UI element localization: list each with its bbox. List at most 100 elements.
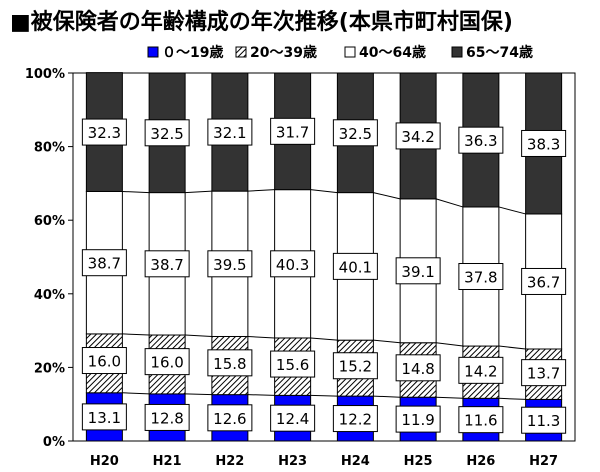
data-label-box bbox=[270, 404, 316, 432]
data-label-box bbox=[207, 250, 253, 278]
data-label: 38.7 bbox=[150, 256, 183, 274]
data-label: 14.8 bbox=[401, 360, 434, 378]
data-label-box bbox=[521, 406, 567, 434]
data-label: 16.0 bbox=[150, 354, 183, 372]
series-line bbox=[498, 345, 526, 350]
data-label: 40.1 bbox=[339, 258, 372, 276]
legend-swatch bbox=[451, 46, 463, 58]
data-label-box bbox=[270, 250, 316, 278]
series-line bbox=[310, 394, 338, 397]
legend-label: 20～39歳 bbox=[250, 44, 317, 61]
legend-swatch bbox=[235, 46, 247, 58]
data-label: 37.8 bbox=[464, 269, 497, 287]
chart-legend: ０～19歳 20～39歳 40～64歳 65～74歳 bbox=[147, 44, 533, 61]
data-label: 11.3 bbox=[527, 412, 560, 430]
series-line bbox=[436, 396, 463, 399]
legend-swatch bbox=[147, 46, 159, 58]
data-label-box bbox=[395, 354, 441, 382]
y-tick-label: 20% bbox=[34, 361, 65, 376]
data-label: 12.8 bbox=[150, 409, 183, 427]
plot-area: 0% 20% 40% 60% 80% 100% H20 H21 H22 H23 H24 H25 H26 H… bbox=[25, 67, 576, 469]
x-tick-label: H20 bbox=[90, 454, 119, 469]
data-label-box bbox=[81, 403, 127, 431]
legend-label: 40～64歳 bbox=[359, 44, 426, 61]
data-label-box bbox=[81, 118, 127, 146]
x-tick-label: H23 bbox=[278, 454, 307, 469]
x-tick-label: H25 bbox=[404, 454, 433, 469]
legend-label: 65～74歳 bbox=[466, 44, 533, 61]
data-label: 12.4 bbox=[276, 410, 309, 428]
data-label: 36.3 bbox=[464, 132, 497, 150]
series-line bbox=[185, 190, 212, 194]
data-label: 11.9 bbox=[401, 411, 434, 429]
data-label-box bbox=[81, 347, 127, 375]
data-label-box bbox=[332, 119, 378, 147]
series-line bbox=[373, 339, 401, 344]
data-label-box bbox=[207, 118, 253, 146]
x-tick-label: H21 bbox=[153, 454, 182, 469]
x-tick-label: H22 bbox=[215, 454, 244, 469]
series-line bbox=[435, 198, 464, 208]
data-label: 13.7 bbox=[527, 365, 560, 383]
x-tick-label: H24 bbox=[341, 454, 370, 469]
data-label: 16.0 bbox=[88, 353, 121, 371]
data-label: 32.5 bbox=[339, 125, 372, 143]
data-label-box bbox=[81, 249, 127, 277]
data-label-box bbox=[395, 257, 441, 285]
data-label-box bbox=[332, 405, 378, 433]
series-line bbox=[247, 394, 275, 396]
data-label: 15.2 bbox=[339, 358, 372, 376]
series-line bbox=[122, 190, 150, 194]
plot-frame bbox=[72, 72, 576, 442]
data-label-box bbox=[458, 263, 504, 291]
series-line bbox=[310, 337, 338, 341]
series-line bbox=[498, 397, 526, 400]
series-line bbox=[373, 395, 401, 398]
data-label-box bbox=[458, 406, 504, 434]
series-line bbox=[310, 189, 338, 194]
data-label-box bbox=[332, 252, 378, 280]
data-label-box bbox=[144, 348, 190, 376]
data-label-box bbox=[395, 122, 441, 150]
data-label: 15.6 bbox=[276, 356, 309, 374]
y-tick-label: 80% bbox=[34, 141, 65, 156]
series-line bbox=[436, 342, 463, 347]
data-label: 32.1 bbox=[213, 124, 246, 142]
data-label: 39.5 bbox=[213, 256, 246, 274]
data-label-box bbox=[458, 126, 504, 154]
x-tick-label: H27 bbox=[529, 454, 558, 469]
series-line bbox=[247, 335, 275, 339]
data-label: 31.7 bbox=[276, 123, 309, 141]
data-label-box bbox=[144, 119, 190, 147]
page-title: ■被保険者の年齢構成の年次推移(本県市町村国保) bbox=[10, 10, 513, 35]
data-label: 12.6 bbox=[213, 410, 246, 428]
data-label-box bbox=[521, 359, 567, 387]
y-tick-label: 0% bbox=[43, 435, 65, 450]
y-tick-label: 100% bbox=[25, 67, 65, 82]
data-label-box bbox=[270, 350, 316, 378]
data-label-box bbox=[207, 349, 253, 377]
data-label-box bbox=[458, 356, 504, 384]
data-label-box bbox=[144, 403, 190, 431]
x-tick-label: H26 bbox=[466, 454, 495, 469]
data-label-box bbox=[395, 405, 441, 433]
legend-swatch bbox=[344, 46, 356, 58]
data-label-box bbox=[521, 129, 567, 157]
data-label: 39.1 bbox=[401, 263, 434, 281]
data-label: 38.7 bbox=[88, 255, 121, 273]
data-label-box bbox=[207, 404, 253, 432]
data-label: 14.2 bbox=[464, 362, 497, 380]
series-line bbox=[247, 189, 275, 192]
y-tick-label: 60% bbox=[34, 214, 65, 229]
data-label: 36.7 bbox=[527, 273, 560, 291]
data-label: 15.8 bbox=[213, 355, 246, 373]
data-label: 34.2 bbox=[401, 128, 434, 146]
data-label: 13.1 bbox=[88, 409, 121, 427]
data-label: 32.3 bbox=[88, 124, 121, 142]
series-line bbox=[373, 192, 401, 200]
data-label: 38.3 bbox=[527, 135, 560, 153]
series-line bbox=[185, 334, 212, 337]
data-label-box bbox=[521, 267, 567, 295]
data-label: 32.5 bbox=[150, 125, 183, 143]
